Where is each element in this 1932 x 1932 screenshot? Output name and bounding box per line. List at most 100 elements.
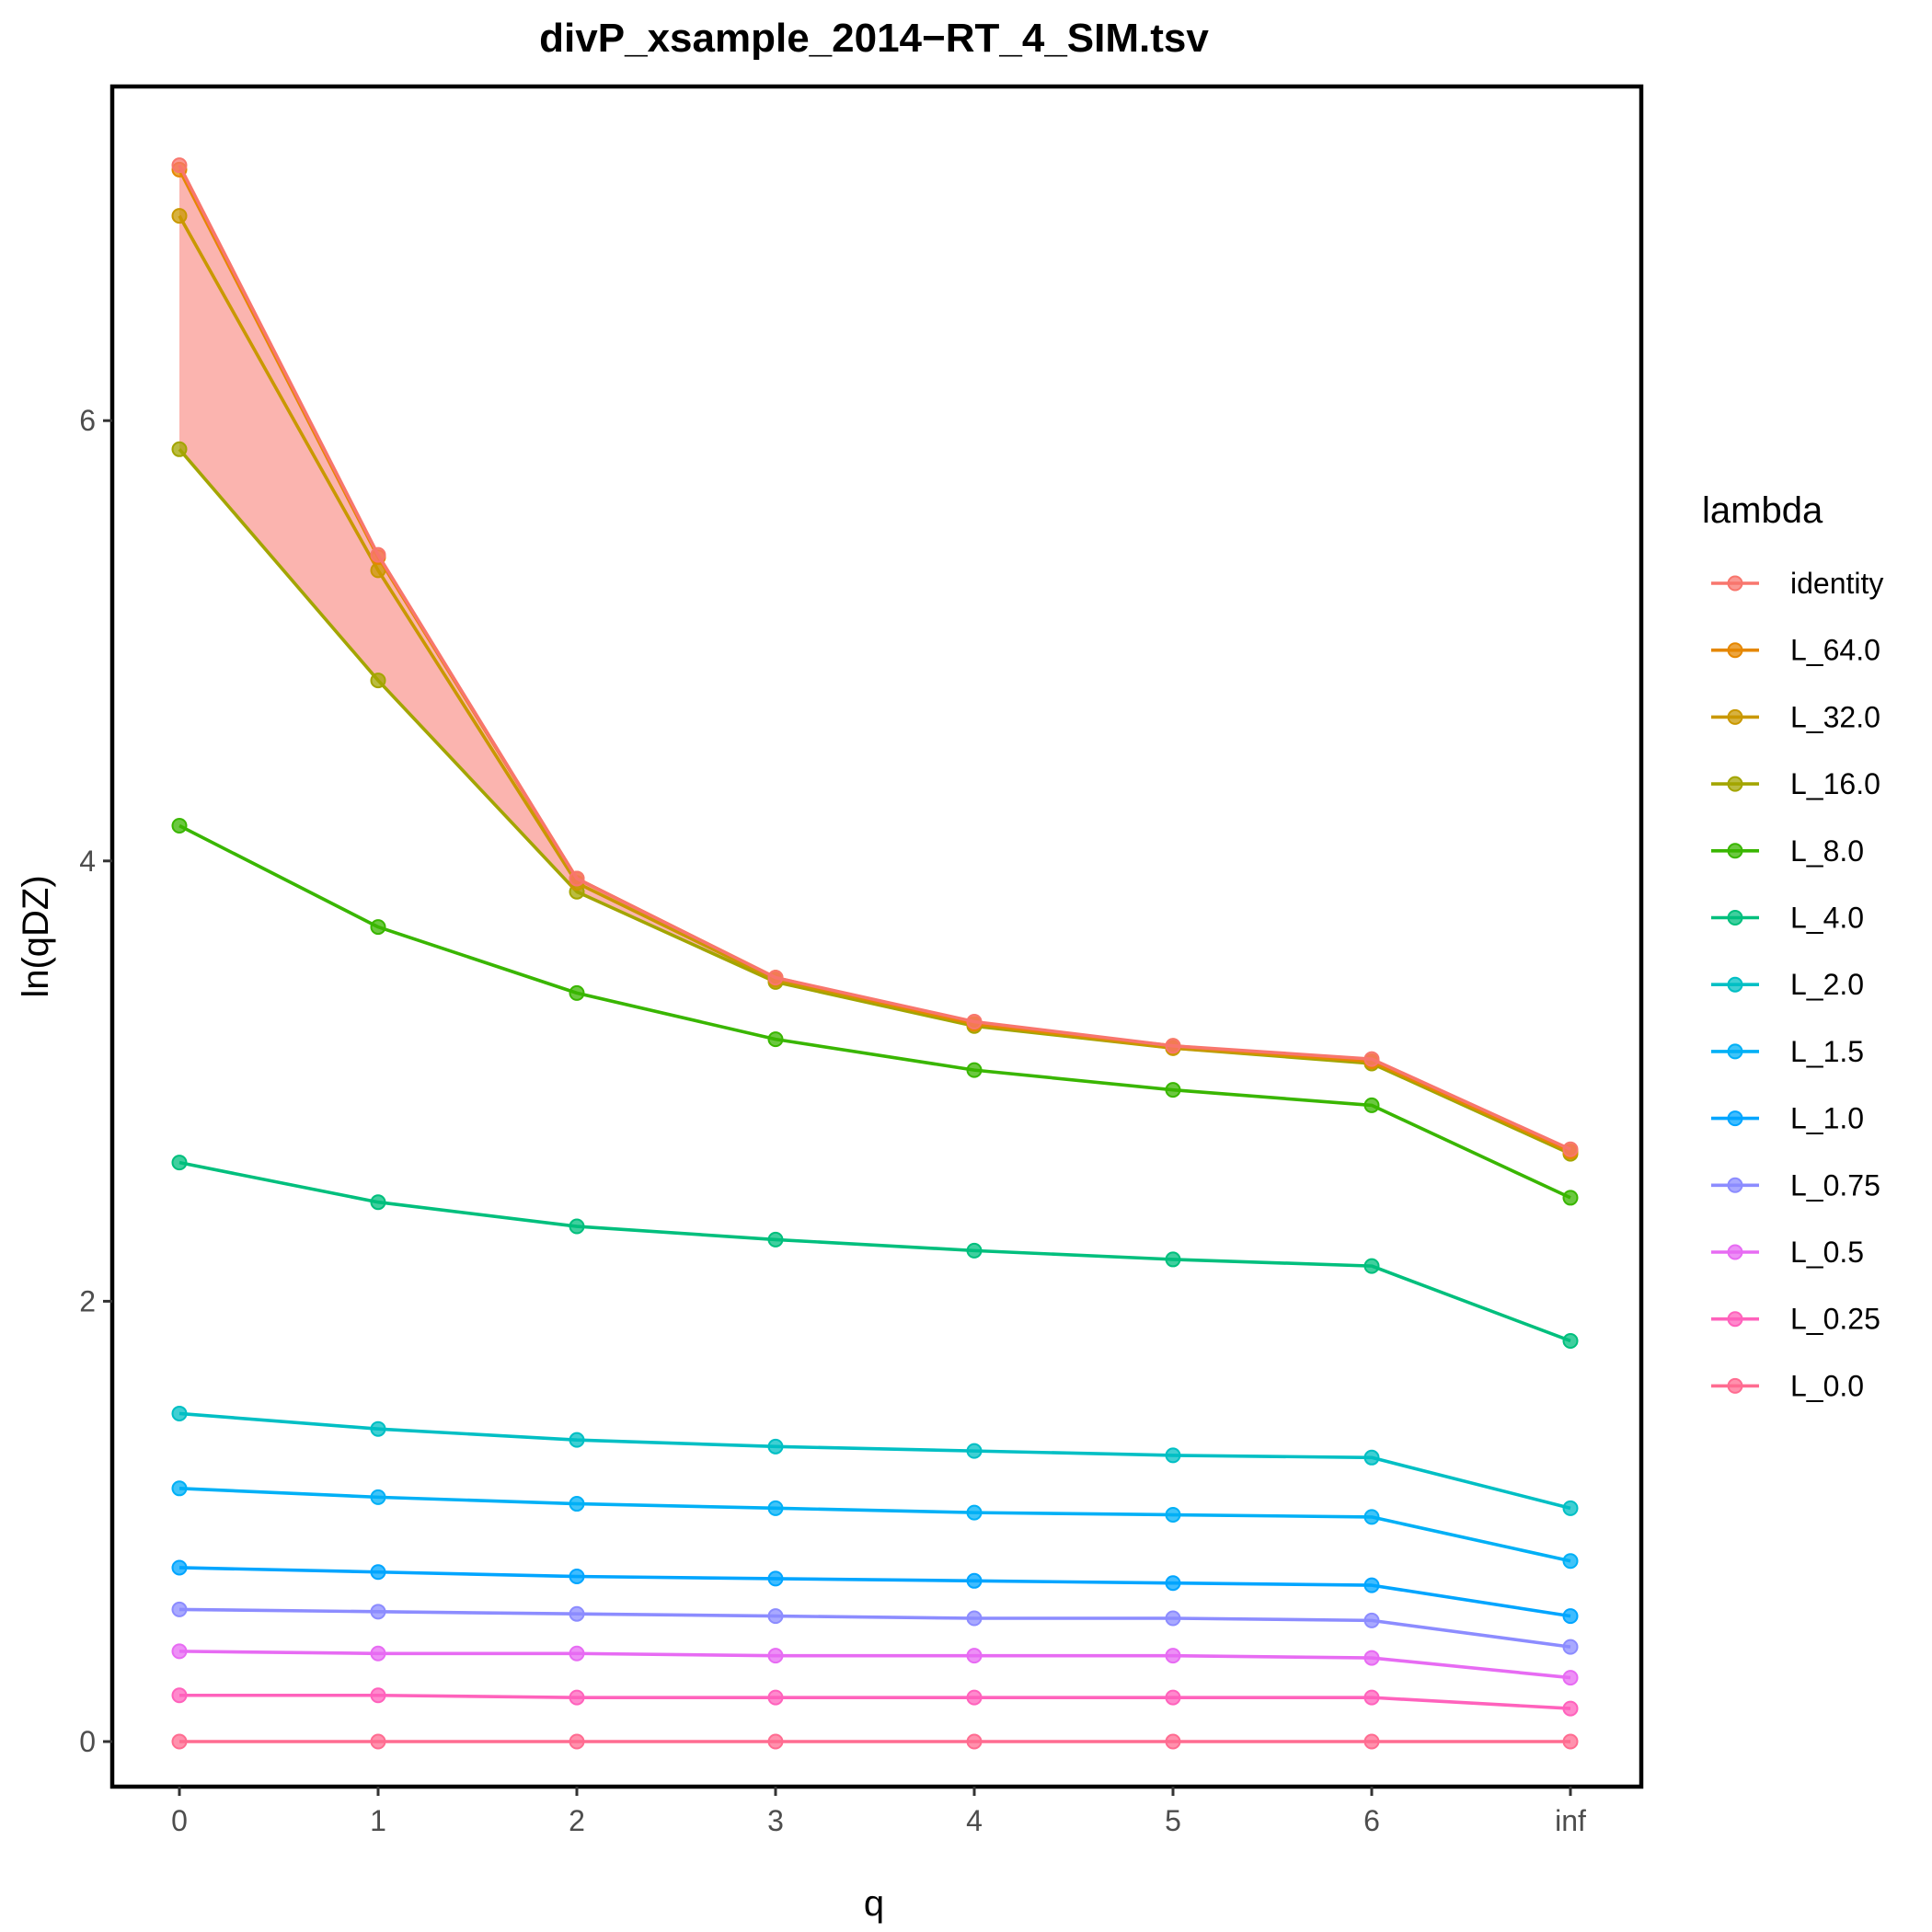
x-tick-label: 4: [966, 1804, 983, 1837]
data-point-l-0-0: [370, 1733, 386, 1750]
data-point-l-1-5: [1562, 1553, 1579, 1570]
data-point-l-8-0: [1165, 1082, 1181, 1098]
series-l-2-0: [171, 1405, 1579, 1516]
legend-label: L_4.0: [1790, 902, 1864, 935]
legend-key-point: [1727, 843, 1743, 859]
data-point-l-8-0: [1363, 1097, 1380, 1113]
data-point-l-4-0: [569, 1218, 585, 1235]
series-identity: [171, 157, 1579, 1157]
legend-label: L_0.25: [1790, 1303, 1880, 1336]
legend-key-point: [1727, 708, 1743, 725]
data-point-l-16-0: [171, 441, 188, 457]
data-point-l-2-0: [1363, 1449, 1380, 1466]
legend-item-identity: identity: [1711, 567, 1883, 600]
legend-label: L_1.5: [1790, 1035, 1864, 1068]
data-point-identity: [370, 546, 386, 563]
legend-label: L_0.0: [1790, 1369, 1864, 1402]
legend-label: L_8.0: [1790, 834, 1864, 868]
data-point-identity: [1562, 1141, 1579, 1157]
series-l-1-5: [171, 1480, 1579, 1570]
data-point-l-8-0: [767, 1031, 784, 1048]
y-tick-label: 2: [79, 1284, 96, 1317]
x-tick-label: 3: [767, 1804, 784, 1837]
legend-label: L_64.0: [1790, 634, 1880, 667]
series-l-0-25: [171, 1687, 1579, 1717]
data-point-l-0-75: [171, 1601, 188, 1617]
legend-key-point: [1727, 1311, 1743, 1328]
data-point-l-4-0: [171, 1155, 188, 1171]
legend-item-l-64-0: L_64.0: [1711, 634, 1880, 667]
legend-item-l-0-25: L_0.25: [1711, 1303, 1880, 1336]
series-l-8-0: [171, 818, 1579, 1206]
legend-key-point: [1727, 1110, 1743, 1127]
data-point-l-0-0: [1165, 1733, 1181, 1750]
series-l-4-0: [171, 1155, 1579, 1349]
legend-item-l-2-0: L_2.0: [1711, 968, 1864, 1001]
data-point-l-0-75: [1363, 1612, 1380, 1628]
legend-label: L_32.0: [1790, 700, 1880, 733]
data-point-l-0-5: [171, 1643, 188, 1660]
data-point-l-1-0: [370, 1564, 386, 1581]
series-line-l-8-0: [178, 823, 1571, 1200]
data-point-l-0-0: [1562, 1733, 1579, 1750]
legend-key-point: [1727, 776, 1743, 792]
data-point-l-2-0: [966, 1443, 983, 1459]
data-point-l-1-5: [370, 1489, 386, 1505]
data-point-l-0-5: [1165, 1648, 1181, 1664]
data-point-l-4-0: [1363, 1258, 1380, 1274]
legend-item-l-0-75: L_0.75: [1711, 1168, 1880, 1202]
y-tick-label: 6: [79, 404, 96, 437]
y-tick-label: 0: [79, 1725, 96, 1758]
data-point-l-1-0: [171, 1559, 188, 1576]
series-line-l-0-25: [179, 1693, 1571, 1710]
data-point-l-0-0: [1363, 1733, 1380, 1750]
data-point-l-0-25: [1363, 1689, 1380, 1706]
x-tick-label: 1: [370, 1804, 386, 1837]
series-line-l-1-0: [178, 1566, 1571, 1618]
data-point-l-8-0: [171, 818, 188, 834]
legend-key-point: [1727, 1043, 1743, 1060]
legend-item-l-0-0: L_0.0: [1711, 1369, 1864, 1402]
data-point-l-0-0: [767, 1733, 784, 1750]
data-point-l-1-5: [767, 1500, 784, 1516]
y-tick-label: 4: [79, 845, 96, 878]
data-point-l-0-0: [966, 1733, 983, 1750]
legend-item-l-1-5: L_1.5: [1711, 1035, 1864, 1068]
plot-border: [109, 84, 1644, 1789]
data-point-l-1-0: [966, 1572, 983, 1589]
data-point-identity: [966, 1013, 983, 1029]
legend-key-point: [1727, 910, 1743, 926]
data-point-l-0-75: [767, 1608, 784, 1625]
data-point-l-1-0: [1562, 1608, 1579, 1625]
data-point-l-2-0: [569, 1432, 585, 1448]
legend-item-l-0-5: L_0.5: [1711, 1236, 1864, 1269]
x-tick-label: 6: [1363, 1804, 1380, 1837]
data-point-l-0-25: [767, 1689, 784, 1706]
data-point-l-0-75: [569, 1605, 585, 1622]
legend-item-l-1-0: L_1.0: [1711, 1102, 1864, 1135]
legend-label: L_16.0: [1790, 767, 1880, 800]
data-point-l-4-0: [767, 1231, 784, 1248]
data-point-l-16-0: [370, 673, 386, 689]
data-point-l-0-25: [370, 1687, 386, 1704]
legend-key-point: [1727, 575, 1743, 592]
data-point-l-1-0: [767, 1570, 784, 1587]
data-point-l-1-0: [1363, 1577, 1380, 1593]
data-point-l-4-0: [1165, 1251, 1181, 1268]
legend-label: L_0.5: [1790, 1236, 1864, 1269]
x-tick-label: inf: [1555, 1804, 1586, 1837]
data-point-l-8-0: [569, 984, 585, 1001]
data-point-l-0-0: [171, 1733, 188, 1750]
x-tick-label: 2: [569, 1804, 585, 1837]
data-point-l-4-0: [966, 1242, 983, 1259]
data-point-l-2-0: [767, 1438, 784, 1455]
legend-item-l-4-0: L_4.0: [1711, 902, 1864, 935]
data-point-l-0-5: [966, 1648, 983, 1664]
x-tick-label: 0: [171, 1804, 188, 1837]
legend-label: L_1.0: [1790, 1102, 1864, 1135]
legend-item-l-16-0: L_16.0: [1711, 767, 1880, 800]
series-line-l-0-75: [178, 1607, 1571, 1649]
data-point-identity: [767, 970, 784, 986]
data-point-l-0-5: [1363, 1650, 1380, 1666]
data-point-l-1-5: [171, 1480, 188, 1497]
